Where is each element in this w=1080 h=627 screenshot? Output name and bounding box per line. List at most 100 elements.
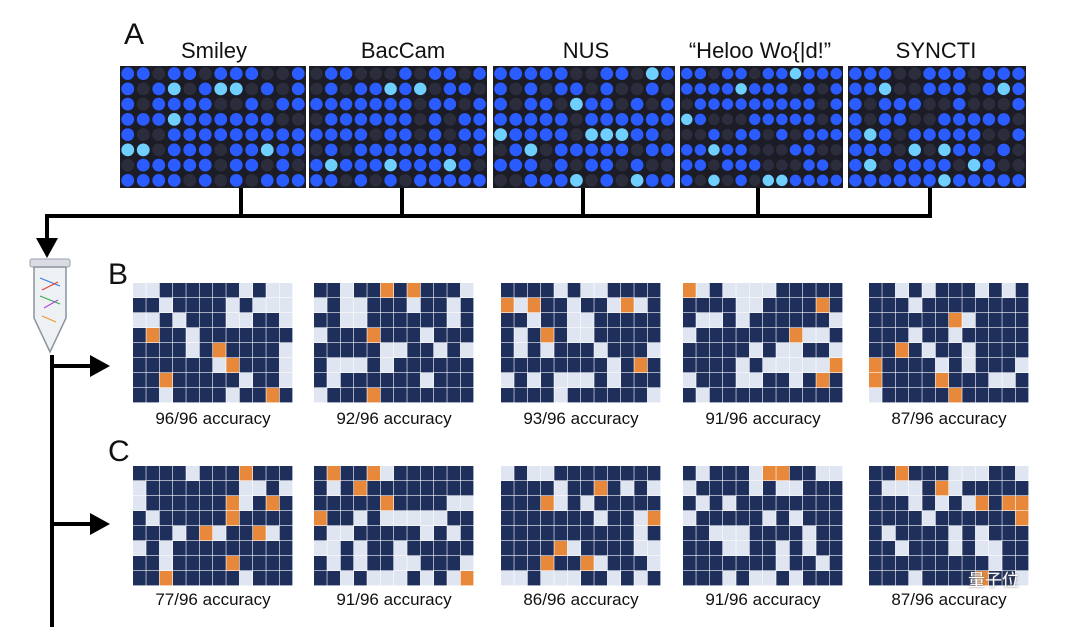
heatmap-cell xyxy=(989,343,1002,358)
plate-photo-hello-world xyxy=(680,66,843,188)
heatmap-cell xyxy=(1002,373,1016,388)
well xyxy=(570,97,583,111)
heatmap-cell xyxy=(909,373,922,388)
heatmap-cell xyxy=(354,388,367,403)
heatmap-cell xyxy=(420,343,434,358)
well xyxy=(776,174,788,187)
well xyxy=(354,97,368,111)
heatmap-cell xyxy=(213,328,226,343)
heatmap-cell xyxy=(829,541,843,556)
heatmap-cell xyxy=(186,283,200,298)
well xyxy=(982,113,996,126)
accuracy-b-1: 96/96 accuracy xyxy=(155,409,271,428)
heatmap-cell xyxy=(133,556,146,571)
well xyxy=(776,128,788,141)
well xyxy=(214,82,228,96)
heatmap-cell xyxy=(949,298,962,313)
heatmap-cell xyxy=(709,496,723,511)
heatmap-cell xyxy=(683,373,696,388)
well xyxy=(428,174,442,187)
heatmap-cell xyxy=(935,496,949,511)
heatmap-cell xyxy=(789,466,803,481)
heatmap-cell xyxy=(186,343,200,358)
heatmap-cell xyxy=(447,571,461,586)
heatmap-cell xyxy=(367,328,381,343)
well xyxy=(260,97,274,111)
well xyxy=(585,174,598,187)
heatmap-cell xyxy=(340,556,354,571)
heatmap-cell xyxy=(683,511,696,526)
heatmap-cell xyxy=(354,343,367,358)
heatmap-cell xyxy=(460,328,474,343)
well xyxy=(229,128,243,142)
heatmap-cell xyxy=(354,328,367,343)
well xyxy=(708,113,720,126)
plate-photo-baccam xyxy=(309,66,487,188)
well xyxy=(694,67,707,80)
heatmap-cell xyxy=(367,571,381,586)
well xyxy=(585,97,598,111)
heatmap-cell xyxy=(447,358,461,373)
heatmap-cell xyxy=(554,283,568,298)
heatmap-cell xyxy=(380,496,394,511)
well xyxy=(369,67,382,80)
heatmap-cell xyxy=(975,313,989,328)
heatmap-cell xyxy=(1002,298,1016,313)
well xyxy=(539,113,553,126)
heatmap-cell xyxy=(340,343,354,358)
heatmap-cell xyxy=(186,328,200,343)
well xyxy=(554,82,568,96)
tube-icon xyxy=(29,258,71,354)
well xyxy=(443,113,457,126)
heatmap-cell xyxy=(895,556,909,571)
heatmap-cell xyxy=(420,541,434,556)
heatmap-cell xyxy=(567,481,581,496)
heatmap-cell xyxy=(895,496,909,511)
heatmap-cell xyxy=(829,298,843,313)
heatmap-cell xyxy=(816,298,830,313)
heatmap-cell xyxy=(567,511,581,526)
heatmap-cell xyxy=(159,343,173,358)
heatmap-cell xyxy=(541,511,554,526)
well xyxy=(789,83,802,95)
well xyxy=(893,113,907,126)
heatmap-cell xyxy=(501,283,514,298)
well xyxy=(354,128,368,141)
heatmap-cell xyxy=(975,496,989,511)
heatmap-cell xyxy=(989,373,1002,388)
well xyxy=(428,158,442,172)
well xyxy=(908,97,921,111)
heatmap-cell xyxy=(776,343,790,358)
well xyxy=(214,173,228,187)
well xyxy=(245,143,259,157)
heatmap-cell xyxy=(989,283,1002,298)
heatmap-cell xyxy=(159,328,173,343)
heatmap-cell xyxy=(683,481,696,496)
well xyxy=(630,97,644,111)
heatmap-cell xyxy=(394,388,407,403)
heatmap-cell xyxy=(935,571,949,586)
heatmap-cell xyxy=(1015,511,1029,526)
heatmap-cell xyxy=(434,298,447,313)
well xyxy=(908,158,921,172)
heatmap-cell xyxy=(514,328,528,343)
heatmap-cell xyxy=(1015,328,1029,343)
well xyxy=(509,67,523,80)
heatmap-cell xyxy=(922,313,936,328)
well xyxy=(260,67,274,81)
heatmap-cell xyxy=(354,541,367,556)
heatmap-cell xyxy=(935,526,949,541)
well xyxy=(849,113,862,126)
well xyxy=(539,82,553,96)
heatmap-cell xyxy=(723,481,736,496)
heatmap-cell xyxy=(581,496,594,511)
heatmap-cell xyxy=(239,556,253,571)
heatmap-cell xyxy=(327,556,341,571)
heatmap-cell xyxy=(594,373,608,388)
well xyxy=(982,97,996,111)
heatmap-cell xyxy=(723,388,736,403)
heatmap-cell xyxy=(594,388,608,403)
well xyxy=(136,173,150,187)
heatmap-cell xyxy=(434,511,447,526)
well xyxy=(121,112,135,126)
